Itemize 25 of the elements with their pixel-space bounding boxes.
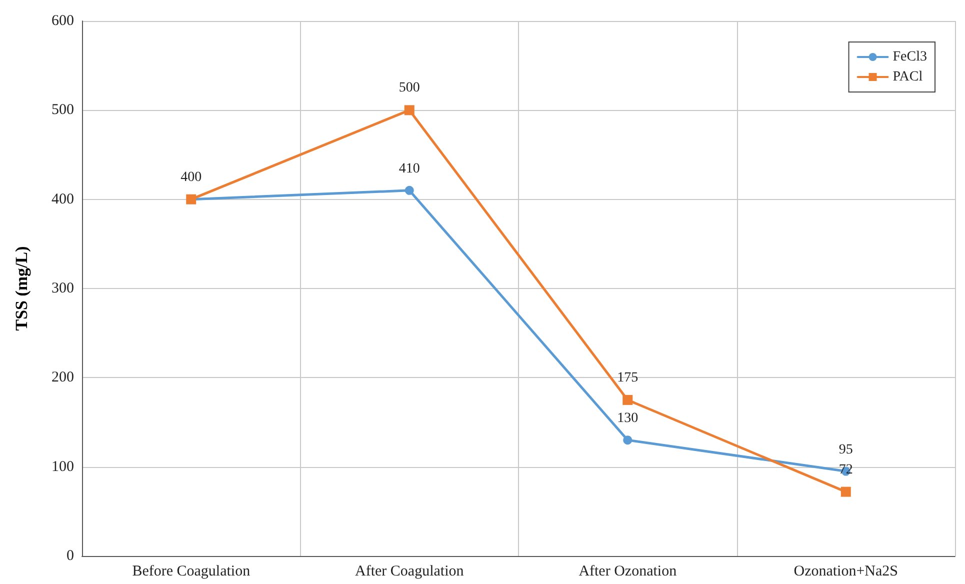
y-tick-label: 200 xyxy=(52,370,74,386)
point xyxy=(404,186,414,195)
x-tick-label: After Ozonation xyxy=(578,564,678,580)
point xyxy=(840,486,851,497)
y-tick-label: 600 xyxy=(52,13,74,29)
data-label: 410 xyxy=(398,161,420,176)
data-label: 400 xyxy=(180,170,202,185)
data-label: 500 xyxy=(398,80,420,96)
data-label: 95 xyxy=(838,442,853,458)
x-tick-label: After Coagulation xyxy=(355,564,464,580)
y-tick-label: 300 xyxy=(52,280,74,296)
y-tick-label: 500 xyxy=(52,102,74,118)
y-tick-label: 400 xyxy=(52,191,74,208)
y-axis-title: TSS (mg/L) xyxy=(12,246,31,331)
x-tick-label: Before Coagulation xyxy=(132,564,251,580)
data-label: 175 xyxy=(617,370,638,386)
point xyxy=(404,105,414,116)
x-tick-label: Ozonation+Na2S xyxy=(794,564,898,580)
data-label: 130 xyxy=(617,411,638,426)
y-tick-label: 0 xyxy=(66,548,74,564)
legend-label: PACl xyxy=(892,70,923,84)
point xyxy=(623,436,632,445)
point xyxy=(622,394,633,405)
legend-label: FeCl3 xyxy=(892,50,928,64)
y-tick-label: 100 xyxy=(52,458,74,475)
